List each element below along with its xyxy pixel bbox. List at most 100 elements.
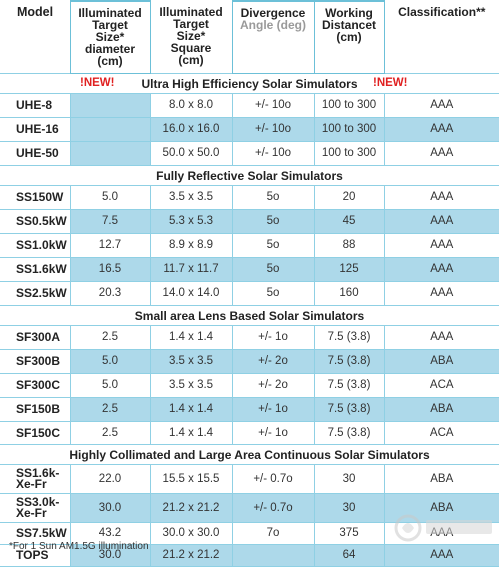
- cell-square: 21.2 x 21.2: [149, 544, 232, 567]
- cell-classification: AAA: [383, 209, 499, 234]
- cell-classification: ABA: [383, 397, 499, 422]
- new-badge: !NEW!: [80, 76, 115, 89]
- cell-divergence: +/- 10o: [231, 141, 314, 166]
- table-row: SF300A 2.5 1.4 x 1.4 +/- 1o 7.5 (3.8) AAA: [0, 325, 499, 350]
- cell-classification: AAA: [383, 93, 499, 118]
- cell-distance: 125: [313, 257, 384, 282]
- cell-square: 8.0 x 8.0: [149, 93, 232, 118]
- cell-model: UHE-16: [0, 117, 70, 142]
- cell-classification: ABA: [383, 464, 499, 494]
- cell-model: SS0.5kW: [0, 209, 70, 234]
- cell-diameter: 2.5: [69, 397, 150, 422]
- cell-distance: 7.5 (3.8): [313, 397, 384, 422]
- cell-classification: AAA: [383, 233, 499, 258]
- cell-square: 1.4 x 1.4: [149, 421, 232, 445]
- cell-divergence: 7o: [231, 522, 314, 545]
- cell-distance: 88: [313, 233, 384, 258]
- cell-classification: AAA: [383, 141, 499, 166]
- cell-square: 15.5 x 15.5: [149, 464, 232, 494]
- cell-model: SF150B: [0, 397, 70, 422]
- table-row: SS1.0kW 12.7 8.9 x 8.9 5o 88 AAA: [0, 233, 499, 258]
- new-badge: !NEW!: [373, 76, 408, 89]
- cell-divergence: +/- 2o: [231, 349, 314, 374]
- section-header-row: !NEW! !NEW! Ultra High Efficiency Solar Si…: [0, 73, 499, 94]
- cell-classification: AAA: [383, 117, 499, 142]
- cell-divergence: +/- 1o: [231, 397, 314, 422]
- cell-model: SS150W: [0, 185, 70, 210]
- cell-divergence: +/- 2o: [231, 373, 314, 398]
- section-title: Fully Reflective Solar Simulators: [156, 168, 343, 183]
- header-working-distance: Working Distancet (cm): [313, 0, 385, 74]
- table-row: UHE-8 8.0 x 8.0 +/- 10o 100 to 300 AAA: [0, 93, 499, 118]
- table-row: SS2.5kW 20.3 14.0 x 14.0 5o 160 AAA: [0, 281, 499, 306]
- header-model: Model: [17, 5, 54, 19]
- cell-diameter: 5.0: [69, 349, 150, 374]
- cell-distance: 7.5 (3.8): [313, 373, 384, 398]
- cell-divergence: +/- 1o: [231, 421, 314, 445]
- cell-classification: AAA: [383, 325, 499, 350]
- cell-square: 3.5 x 3.5: [149, 349, 232, 374]
- cell-classification: AAA: [383, 185, 499, 210]
- header-classification: Classification**: [398, 5, 486, 19]
- cell-distance: 100 to 300: [313, 93, 384, 118]
- cell-square: 21.2 x 21.2: [149, 493, 232, 523]
- cell-diameter: 2.5: [69, 421, 150, 445]
- table-row: SS150W 5.0 3.5 x 3.5 5o 20 AAA: [0, 185, 499, 210]
- table-row: SS1.6kW 16.5 11.7 x 11.7 5o 125 AAA: [0, 257, 499, 282]
- table-header-row: Model Illuminated Target Size* diameter (cm)…: [0, 0, 499, 74]
- header-square: Illuminated Target Size* Square (cm): [159, 5, 223, 67]
- cell-distance: 100 to 300: [313, 117, 384, 142]
- cell-divergence: 5o: [231, 257, 314, 282]
- cell-divergence: 5o: [231, 281, 314, 306]
- footnote: *For 1 Sun AM1.5G illumination: [9, 541, 149, 552]
- cell-classification: ACA: [383, 373, 499, 398]
- cell-classification: AAA: [383, 544, 499, 567]
- table-row: SS1.6k-Xe-Fr 22.0 15.5 x 15.5 +/- 0.7o 30 ABA: [0, 464, 499, 494]
- table-row: UHE-16 16.0 x 16.0 +/- 10o 100 to 300 AAA: [0, 117, 499, 142]
- cell-distance: 45: [313, 209, 384, 234]
- cell-diameter: 7.5: [69, 209, 150, 234]
- cell-model: SS2.5kW: [0, 281, 70, 306]
- cell-divergence: +/- 10o: [231, 93, 314, 118]
- cell-square: 1.4 x 1.4: [149, 397, 232, 422]
- cell-distance: 7.5 (3.8): [313, 325, 384, 350]
- cell-divergence: 5o: [231, 209, 314, 234]
- cell-divergence: [231, 544, 314, 567]
- cell-divergence: +/- 0.7o: [231, 493, 314, 523]
- cell-model: SS1.6k-Xe-Fr: [0, 464, 70, 494]
- cell-model: SF150C: [0, 421, 70, 445]
- cell-divergence: +/- 1o: [231, 325, 314, 350]
- cell-model: SS3.0k-Xe-Fr: [0, 493, 70, 523]
- section-header-row: Fully Reflective Solar Simulators: [0, 165, 499, 186]
- section-title: Small area Lens Based Solar Simulators: [134, 308, 365, 323]
- header-diameter: Illuminated Target Size* diameter (cm): [69, 0, 151, 74]
- table-row: SF150B 2.5 1.4 x 1.4 +/- 1o 7.5 (3.8) ABA: [0, 397, 499, 422]
- cell-square: 11.7 x 11.7: [149, 257, 232, 282]
- cell-diameter: 22.0: [69, 464, 150, 494]
- cell-divergence: +/- 10o: [231, 117, 314, 142]
- cell-square: 1.4 x 1.4: [149, 325, 232, 350]
- table-row: UHE-50 50.0 x 50.0 +/- 10o 100 to 300 AAA: [0, 141, 499, 166]
- cell-distance: 160: [313, 281, 384, 306]
- cell-diameter: 5.0: [69, 373, 150, 398]
- cell-divergence: +/- 0.7o: [231, 464, 314, 494]
- cell-diameter: [69, 141, 150, 166]
- section-title: Ultra High Efficiency Solar Simulators: [141, 76, 358, 91]
- cell-distance: 20: [313, 185, 384, 210]
- table-row: SF300B 5.0 3.5 x 3.5 +/- 2o 7.5 (3.8) ABA: [0, 349, 499, 374]
- cell-divergence: 5o: [231, 233, 314, 258]
- cell-square: 5.3 x 5.3: [149, 209, 232, 234]
- cell-diameter: [69, 93, 150, 118]
- cell-square: 16.0 x 16.0: [149, 117, 232, 142]
- cell-distance: 64: [313, 544, 384, 567]
- cell-square: 3.5 x 3.5: [149, 373, 232, 398]
- section-header-row: Small area Lens Based Solar Simulators: [0, 305, 499, 326]
- cell-diameter: 2.5: [69, 325, 150, 350]
- cell-square: 14.0 x 14.0: [149, 281, 232, 306]
- cell-model: SS7.5kW: [0, 522, 70, 545]
- cell-distance: 30: [313, 464, 384, 494]
- cell-classification: ACA: [383, 421, 499, 445]
- cell-square: 50.0 x 50.0: [149, 141, 232, 166]
- table-row: SF300C 5.0 3.5 x 3.5 +/- 2o 7.5 (3.8) ACA: [0, 373, 499, 398]
- cell-model: SF300A: [0, 325, 70, 350]
